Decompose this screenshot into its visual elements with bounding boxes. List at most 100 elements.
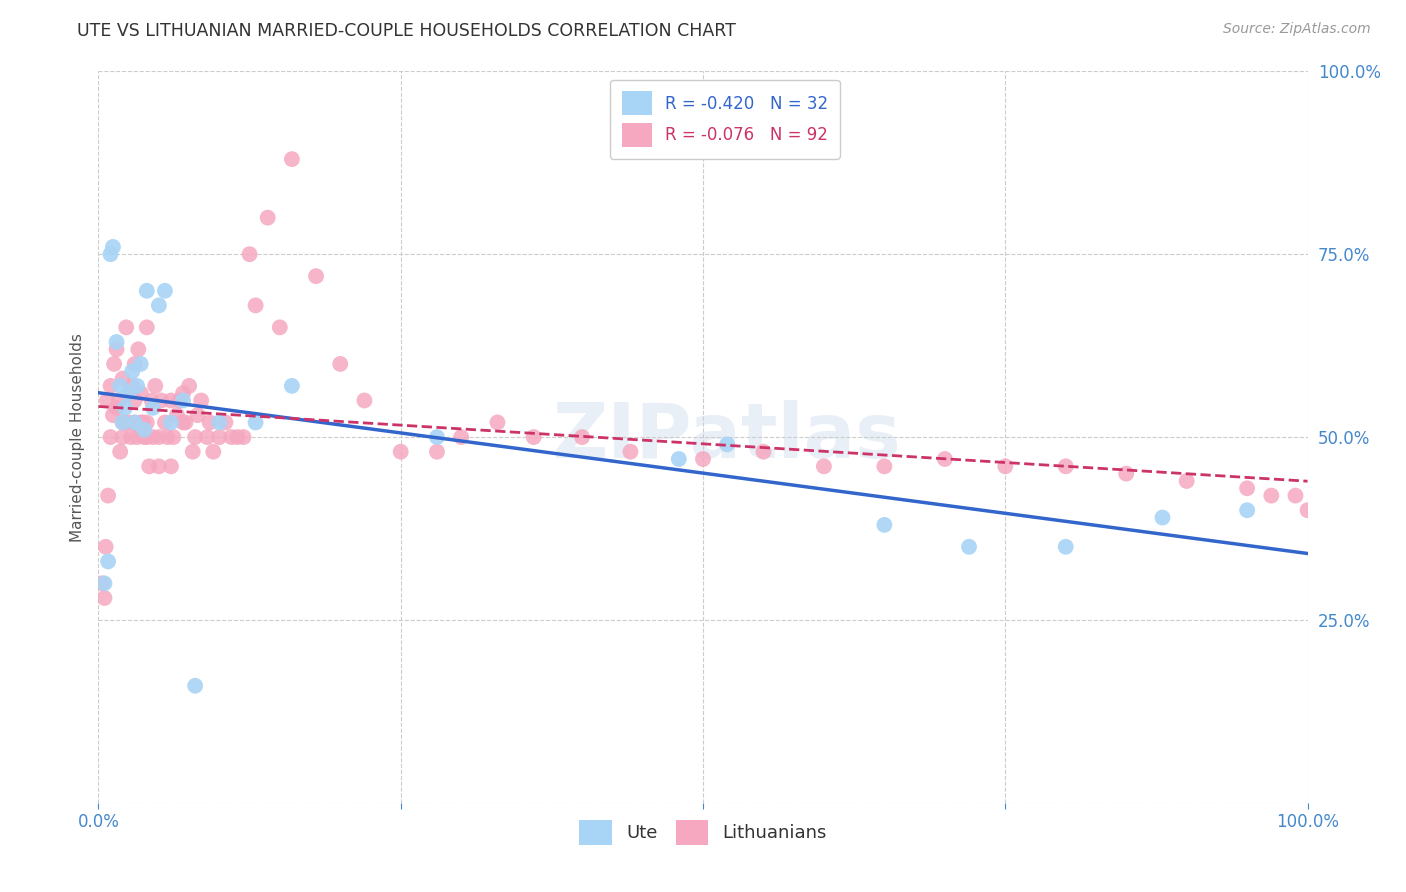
Point — [138, 459, 160, 474]
Point — [132, 416, 155, 430]
Point — [281, 379, 304, 393]
Point — [184, 430, 207, 444]
Point — [142, 401, 165, 415]
Point — [174, 416, 197, 430]
Point — [214, 416, 236, 430]
Point — [127, 430, 149, 444]
Point — [221, 430, 243, 444]
Point — [190, 393, 212, 408]
Point — [353, 393, 375, 408]
Point — [813, 459, 835, 474]
Point — [1284, 489, 1306, 503]
Point — [129, 357, 152, 371]
Point — [105, 343, 128, 357]
Point — [187, 408, 209, 422]
Point — [124, 393, 146, 408]
Point — [239, 247, 262, 261]
Point — [100, 430, 122, 444]
Point — [184, 679, 207, 693]
Point — [100, 379, 122, 393]
Point — [121, 379, 143, 393]
Point — [160, 393, 183, 408]
Point — [115, 320, 138, 334]
Point — [329, 357, 352, 371]
Point — [108, 444, 131, 458]
Point — [134, 430, 156, 444]
Point — [668, 452, 690, 467]
Point — [994, 459, 1017, 474]
Point — [486, 416, 509, 430]
Point — [121, 364, 143, 378]
Point — [111, 430, 134, 444]
Point — [153, 284, 176, 298]
Point — [1054, 459, 1077, 474]
Point — [142, 430, 165, 444]
Point — [101, 240, 124, 254]
Point — [245, 416, 267, 430]
Point — [111, 416, 134, 430]
Point — [523, 430, 546, 444]
Point — [692, 452, 714, 467]
Point — [124, 416, 146, 430]
Text: ZIPatlas: ZIPatlas — [553, 401, 901, 474]
Text: Source: ZipAtlas.com: Source: ZipAtlas.com — [1223, 22, 1371, 37]
Point — [135, 416, 157, 430]
Point — [957, 540, 980, 554]
Point — [195, 430, 218, 444]
Point — [571, 430, 593, 444]
Point — [135, 284, 157, 298]
Point — [127, 343, 149, 357]
Point — [1296, 503, 1319, 517]
Point — [1175, 474, 1198, 488]
Point — [96, 393, 118, 408]
Legend: Ute, Lithuanians: Ute, Lithuanians — [572, 813, 834, 852]
Text: UTE VS LITHUANIAN MARRIED-COUPLE HOUSEHOLDS CORRELATION CHART: UTE VS LITHUANIAN MARRIED-COUPLE HOUSEHO… — [77, 22, 737, 40]
Point — [91, 576, 114, 591]
Point — [135, 430, 157, 444]
Point — [118, 386, 141, 401]
Point — [198, 416, 221, 430]
Point — [162, 430, 184, 444]
Point — [120, 430, 142, 444]
Point — [172, 386, 194, 401]
Point — [1260, 489, 1282, 503]
Point — [181, 444, 204, 458]
Point — [426, 444, 449, 458]
Point — [97, 489, 120, 503]
Point — [111, 416, 134, 430]
Point — [97, 554, 120, 568]
Point — [1054, 540, 1077, 554]
Point — [134, 423, 156, 437]
Point — [114, 401, 136, 415]
Point — [105, 334, 128, 349]
Point — [619, 444, 641, 458]
Point — [103, 357, 125, 371]
Point — [124, 416, 146, 430]
Point — [172, 416, 194, 430]
Point — [716, 437, 738, 451]
Point — [281, 152, 304, 166]
Point — [256, 211, 278, 225]
Point — [1115, 467, 1137, 481]
Point — [94, 540, 117, 554]
Point — [873, 517, 896, 532]
Point — [1236, 503, 1258, 517]
Point — [129, 386, 152, 401]
Point — [118, 386, 141, 401]
Point — [118, 416, 141, 430]
Point — [124, 357, 146, 371]
Point — [105, 401, 128, 415]
Point — [450, 430, 472, 444]
Point — [148, 459, 170, 474]
Point — [93, 591, 115, 605]
Point — [143, 379, 166, 393]
Point — [269, 320, 291, 334]
Point — [226, 430, 249, 444]
Y-axis label: Married-couple Households: Married-couple Households — [69, 333, 84, 541]
Point — [127, 379, 149, 393]
Point — [100, 247, 122, 261]
Point — [208, 430, 231, 444]
Point — [169, 393, 191, 408]
Point — [160, 459, 183, 474]
Point — [129, 416, 152, 430]
